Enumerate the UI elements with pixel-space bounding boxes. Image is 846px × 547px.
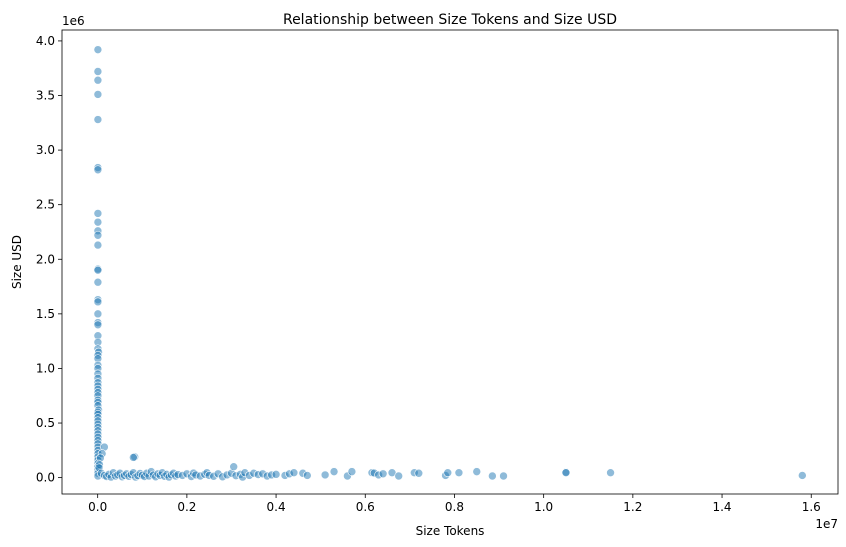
- scatter-point: [798, 471, 807, 480]
- x-axis: 0.0 0.2 0.4 0.6 0.8 1.0 1.2 1.4 1.6: [88, 494, 821, 514]
- scatter-point: [472, 467, 482, 476]
- x-tick-label: 0.6: [356, 500, 375, 514]
- x-tick-label: 0.4: [267, 500, 286, 514]
- y-tick-label: 0.5: [36, 416, 55, 430]
- scatter-point: [93, 115, 103, 124]
- scatter-point: [606, 468, 615, 478]
- points-layer: [93, 45, 807, 482]
- scatter-point: [229, 462, 238, 472]
- scatter-point: [499, 471, 508, 481]
- scatter-point: [414, 468, 424, 478]
- x-tick-label: 1.2: [623, 500, 642, 514]
- scatter-point: [93, 309, 103, 319]
- scatter-point: [271, 470, 281, 479]
- x-tick-label: 1.0: [534, 500, 553, 514]
- y-tick-label: 1.5: [36, 307, 55, 321]
- y-tick-label: 0.0: [36, 471, 55, 485]
- x-scale-label: 1e7: [815, 517, 838, 531]
- scatter-point: [93, 230, 103, 240]
- x-tick-label: 0.8: [445, 500, 464, 514]
- chart-title: Relationship between Size Tokens and Siz…: [283, 12, 617, 28]
- y-tick-label: 2.0: [36, 252, 55, 266]
- y-axis-label: Size USD: [10, 235, 24, 289]
- scatter-point: [347, 467, 357, 476]
- x-axis-label: Size Tokens: [416, 524, 485, 538]
- plot-frame: [61, 29, 839, 495]
- scatter-point: [378, 469, 388, 479]
- y-axis: 0.0 0.5 1.0 1.5 2.0 2.5 3.0 3.5 4.0: [36, 34, 62, 485]
- scatter-point: [93, 217, 103, 227]
- scatter-point: [443, 468, 453, 478]
- y-tick-label: 2.5: [36, 198, 55, 212]
- x-tick-label: 1.4: [712, 500, 731, 514]
- scatter-point: [394, 471, 404, 481]
- scatter-point: [93, 67, 103, 76]
- y-tick-label: 1.0: [36, 361, 55, 375]
- scatter-point: [289, 468, 299, 478]
- x-tick-label: 0.2: [177, 500, 196, 514]
- scatter-point: [329, 467, 339, 476]
- y-scale-label: 1e6: [62, 14, 85, 28]
- y-tick-label: 3.0: [36, 143, 55, 157]
- y-tick-label: 3.5: [36, 89, 55, 103]
- scatter-point: [93, 297, 103, 307]
- scatter-point: [93, 277, 103, 287]
- scatter-point: [302, 471, 312, 480]
- scatter-point: [93, 240, 103, 250]
- scatter-point: [93, 265, 103, 275]
- scatter-point: [488, 471, 497, 481]
- scatter-point: [93, 75, 103, 85]
- scatter-point: [93, 320, 103, 330]
- scatter-point: [129, 453, 138, 462]
- scatter-point: [93, 209, 103, 218]
- scatter-point: [561, 468, 571, 478]
- x-tick-label: 1.6: [802, 500, 821, 514]
- scatter-point: [93, 165, 103, 175]
- scatter-point: [93, 90, 103, 99]
- scatter-point: [320, 470, 330, 480]
- x-tick-label: 0.0: [88, 500, 107, 514]
- y-tick-label: 4.0: [36, 34, 55, 48]
- scatter-point: [93, 45, 103, 54]
- scatter-point: [454, 468, 464, 478]
